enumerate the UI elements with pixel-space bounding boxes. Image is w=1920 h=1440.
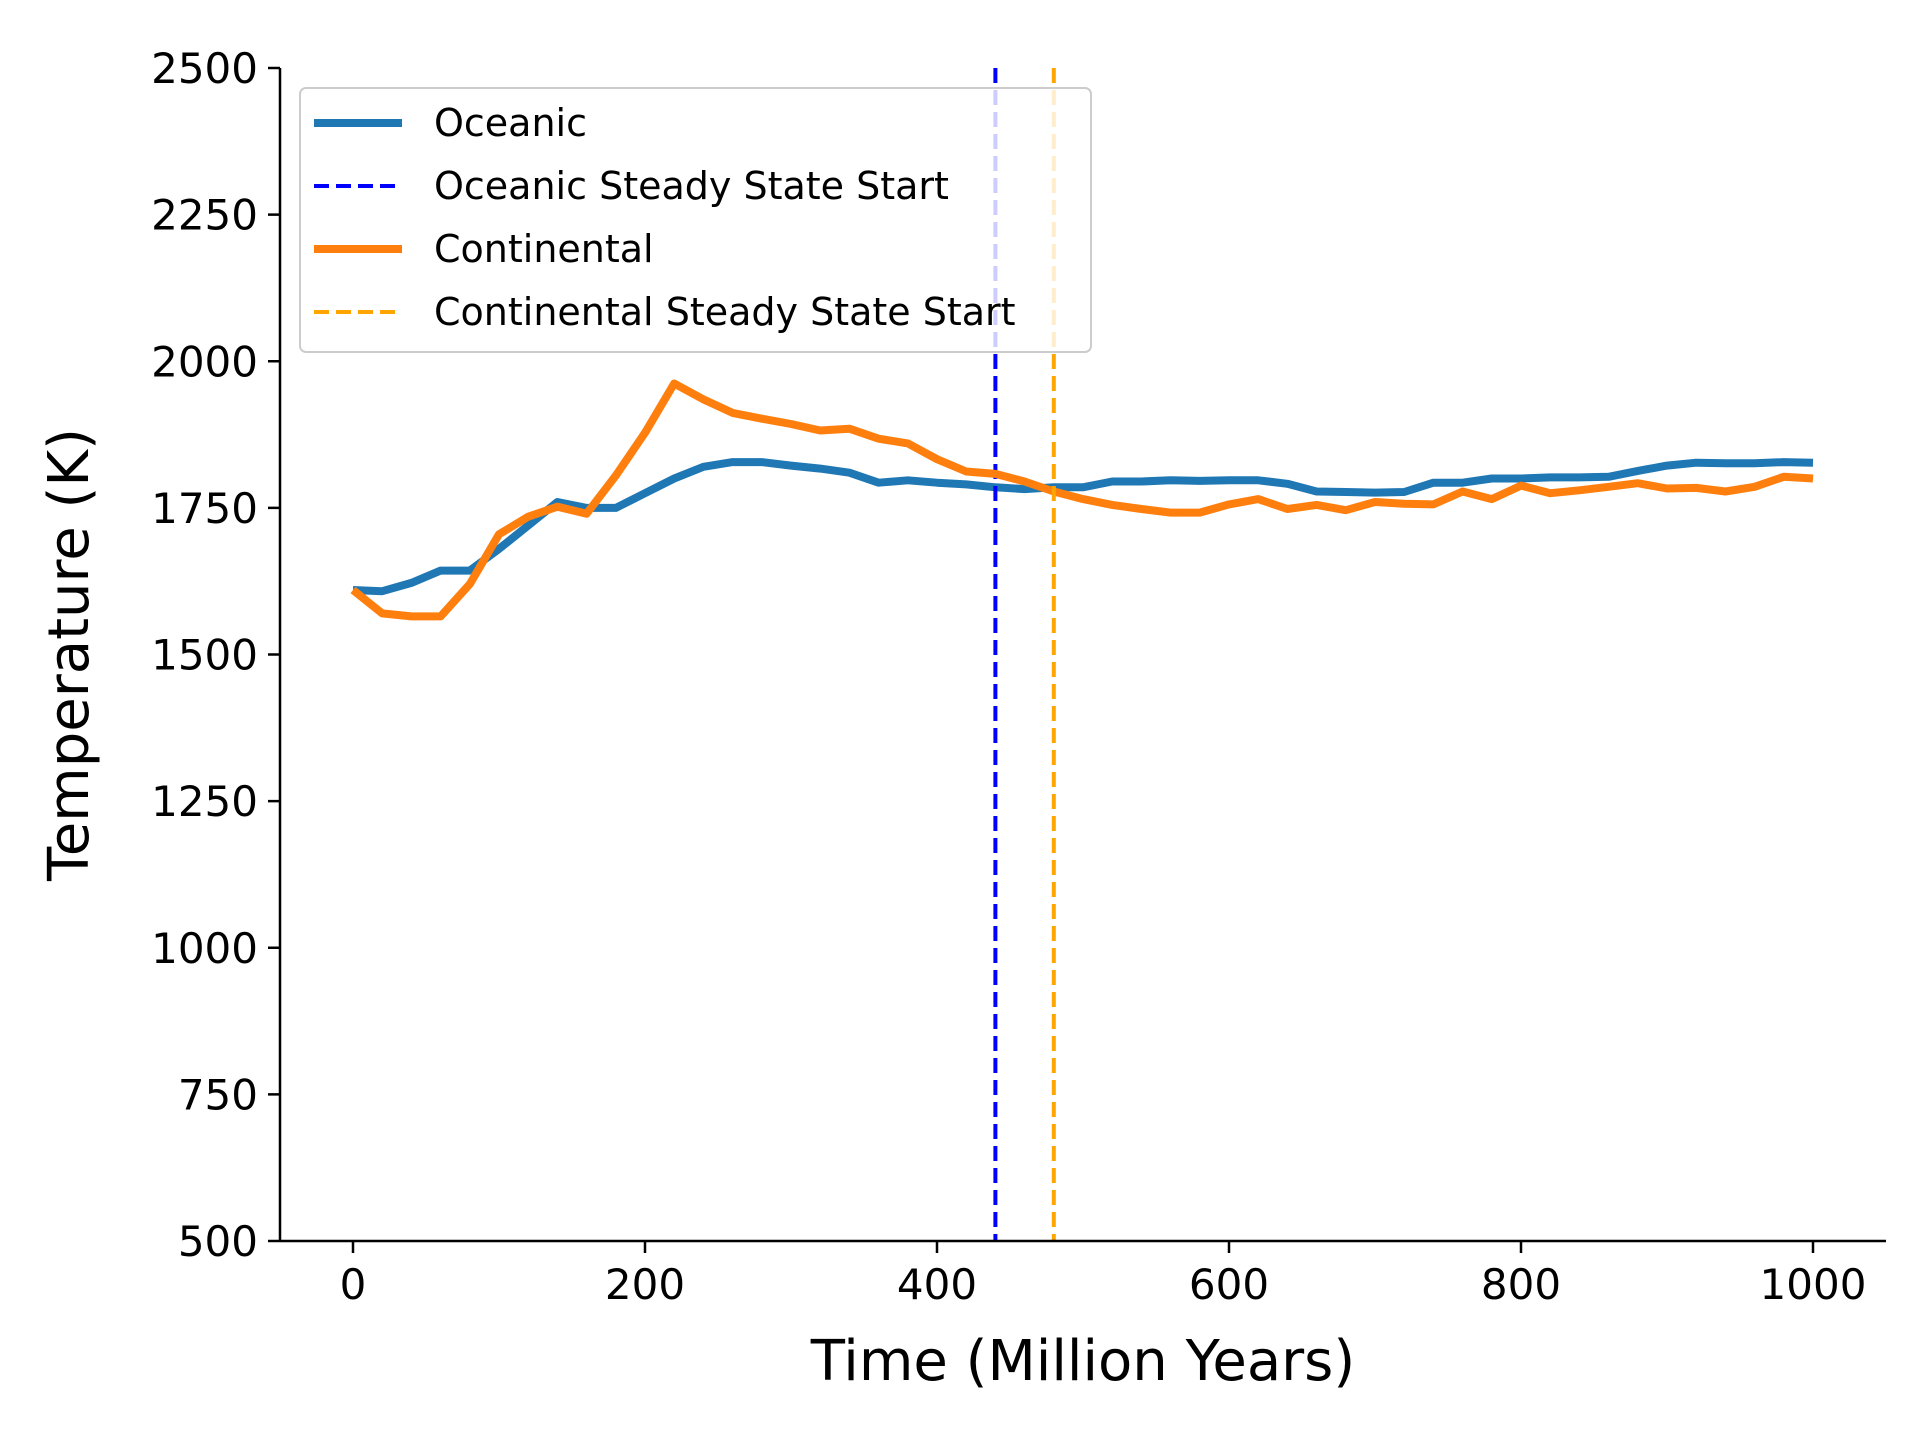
series-continental: [350, 379, 1814, 621]
legend-label-continental: Continental: [434, 227, 654, 271]
y-tick-label: 2250: [151, 191, 258, 240]
legend-box: [299, 87, 1092, 353]
series-oceanic: [352, 458, 1814, 596]
legend: Oceanic Oceanic Steady State Start Contine…: [299, 87, 1092, 353]
ticks: 0 200 400 600 800 1000 500 750 1000 1250 1500 1750 2…: [151, 44, 1866, 1309]
y-tick-label: 1750: [151, 484, 258, 533]
y-tick-label: 1250: [151, 777, 258, 826]
y-tick-label: 500: [178, 1217, 258, 1266]
x-tick-label: 200: [605, 1260, 685, 1309]
plot-area: [350, 68, 1814, 1241]
x-tick-label: 1000: [1760, 1260, 1867, 1309]
y-axis-title: Temperature (K): [37, 428, 102, 882]
x-tick-label: 800: [1481, 1260, 1561, 1309]
x-tick-label: 400: [897, 1260, 977, 1309]
x-tick-label: 0: [340, 1260, 367, 1309]
y-tick-label: 1500: [151, 631, 258, 680]
legend-label-oceanic: Oceanic: [434, 101, 587, 145]
y-tick-label: 2000: [151, 337, 258, 386]
x-axis-title: Time (Million Years): [810, 1329, 1355, 1394]
x-tick-label: 600: [1189, 1260, 1269, 1309]
legend-label-continental-steady-state-start: Continental Steady State Start: [434, 290, 1016, 334]
y-tick-label: 2500: [151, 44, 258, 93]
legend-label-oceanic-steady-state-start: Oceanic Steady State Start: [434, 164, 949, 208]
y-tick-label: 750: [178, 1070, 258, 1119]
y-tick-label: 1000: [151, 924, 258, 973]
